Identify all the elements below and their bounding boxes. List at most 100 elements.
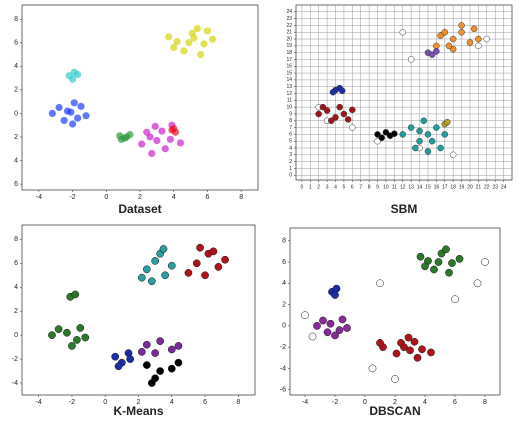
point: [200, 40, 208, 48]
y-tick-label: -2: [280, 344, 286, 351]
point: [344, 116, 352, 123]
point: [55, 103, 63, 112]
point: [418, 345, 426, 354]
y-tick-label: 13: [286, 84, 292, 90]
point: [159, 245, 168, 253]
point: [166, 135, 174, 143]
point: [147, 379, 156, 387]
point: [190, 34, 198, 42]
point: [323, 107, 331, 114]
point: [137, 273, 146, 282]
point: [165, 33, 173, 41]
point: [437, 32, 444, 39]
y-tick-label: 2: [14, 308, 18, 315]
point: [434, 258, 443, 266]
point: [328, 117, 335, 125]
point: [170, 125, 178, 133]
x-tick-label: 0: [104, 194, 108, 201]
point: [174, 342, 183, 350]
point: [407, 124, 415, 131]
point: [406, 346, 414, 355]
x-tick-label: 8: [239, 194, 243, 201]
point: [151, 257, 159, 265]
point: [70, 99, 78, 107]
x-tick-label: 2: [137, 399, 141, 406]
point: [185, 39, 193, 47]
x-tick-label: 1: [309, 184, 312, 190]
point: [326, 319, 335, 328]
y-tick-label: 6: [14, 181, 18, 188]
point: [114, 362, 123, 371]
y-tick-label: 2: [14, 134, 18, 141]
y-tick-label: 21: [286, 30, 292, 36]
y-tick-label: -6: [280, 387, 286, 394]
x-tick-label: 21: [476, 184, 482, 190]
y-tick-label: 9: [289, 111, 292, 117]
x-tick-label: -4: [36, 194, 42, 201]
chart-title: SBM: [391, 202, 418, 216]
x-tick-label: 2: [317, 184, 320, 190]
point: [430, 265, 438, 274]
y-tick-label: 8: [14, 16, 18, 23]
x-tick-label: 3: [326, 184, 329, 190]
point: [138, 140, 146, 148]
y-tick-label: -2: [12, 356, 18, 363]
x-tick-label: 18: [450, 184, 456, 190]
x-tick-label: 8: [236, 399, 240, 406]
y-tick-label: 8: [282, 238, 286, 245]
x-tick-label: 13: [408, 184, 414, 190]
point: [343, 324, 351, 332]
point: [329, 88, 337, 96]
y-tick-label: 14: [286, 77, 292, 83]
point: [82, 112, 90, 120]
point: [203, 27, 212, 35]
point: [397, 339, 405, 347]
point: [458, 28, 465, 36]
y-tick-label: 19: [286, 43, 292, 49]
point: [151, 349, 159, 357]
point: [416, 252, 425, 261]
point: [111, 352, 120, 361]
point: [404, 333, 413, 342]
point: [448, 259, 456, 267]
point: [378, 134, 385, 142]
point: [442, 245, 450, 254]
point: [221, 255, 229, 264]
x-tick-label: 8: [483, 399, 487, 406]
y-tick-label: 12: [286, 91, 292, 97]
point: [392, 349, 401, 358]
point: [445, 42, 453, 50]
point: [148, 149, 156, 158]
point: [481, 258, 489, 266]
point: [77, 102, 85, 110]
x-tick-label: 7: [359, 184, 362, 190]
point: [319, 316, 327, 325]
point: [137, 348, 146, 356]
x-tick-label: 22: [484, 184, 490, 190]
point: [374, 131, 381, 138]
point: [338, 315, 347, 324]
x-tick-label: 6: [205, 194, 209, 201]
point: [374, 137, 381, 145]
point: [424, 148, 432, 155]
point: [201, 271, 209, 280]
point: [427, 348, 435, 357]
point: [349, 106, 356, 114]
y-tick-label: 2: [14, 87, 18, 94]
y-tick-label: 5: [289, 139, 292, 145]
y-tick-label: 6: [289, 132, 292, 138]
point: [167, 261, 176, 270]
x-tick-label: 6: [351, 184, 354, 190]
x-tick-label: -2: [69, 194, 75, 201]
point: [167, 364, 176, 373]
x-tick-label: 11: [392, 184, 397, 190]
point: [184, 269, 193, 277]
x-tick-label: -2: [332, 399, 338, 406]
x-tick-label: 15: [425, 184, 431, 190]
y-tick-label: -4: [280, 365, 286, 372]
point: [475, 35, 482, 43]
point: [338, 87, 346, 95]
x-tick-label: 19: [459, 184, 465, 190]
x-tick-label: 24: [501, 184, 507, 190]
x-tick-label: 2: [393, 399, 397, 406]
